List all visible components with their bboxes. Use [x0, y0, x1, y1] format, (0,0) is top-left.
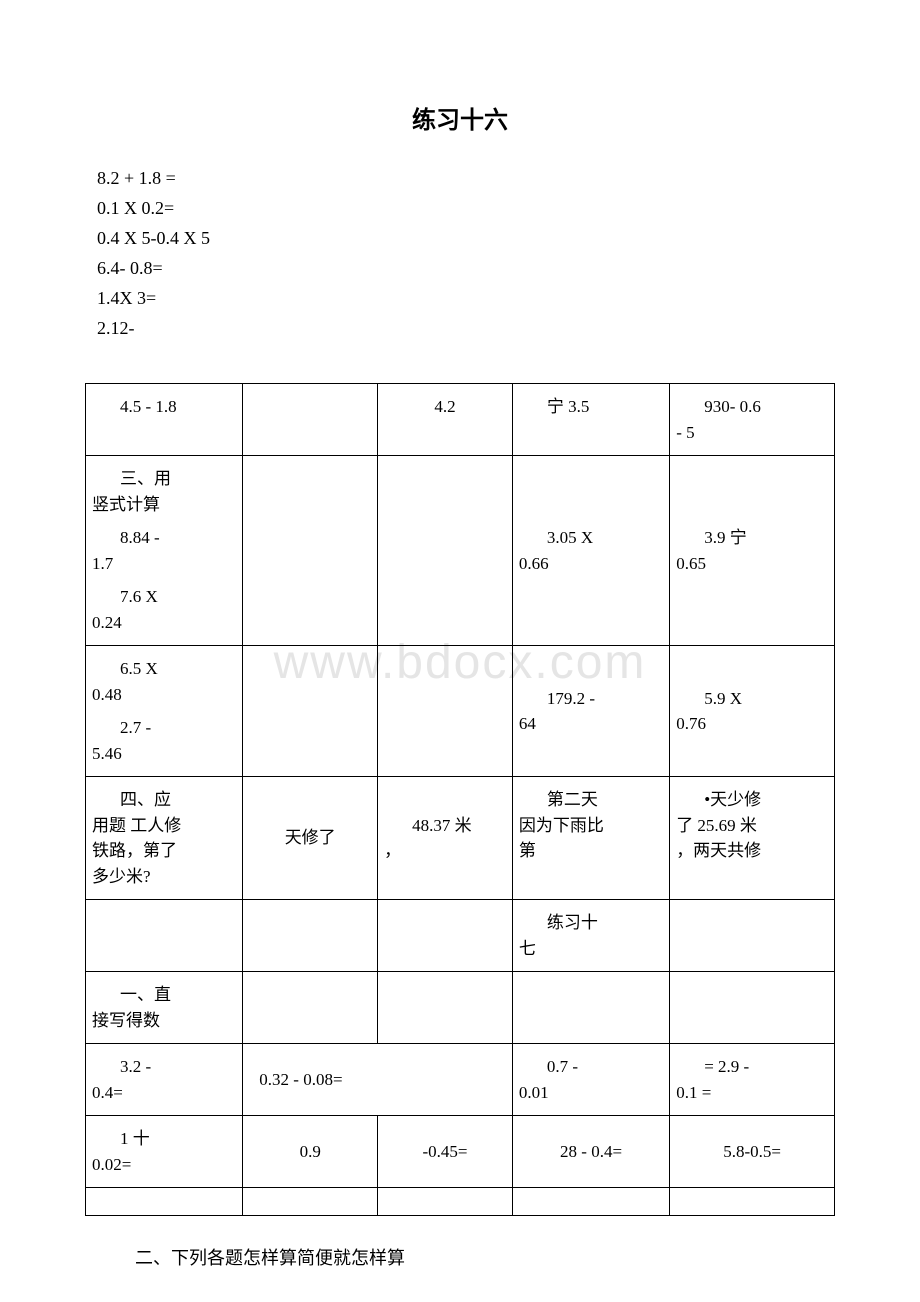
table-cell: 5.8-0.5=: [670, 1116, 835, 1188]
table-cell: [512, 972, 669, 1044]
table-cell: 0.7 - 0.01: [512, 1044, 669, 1116]
table-cell: [243, 972, 378, 1044]
table-cell: 宁 3.5: [512, 384, 669, 456]
table-cell: [243, 456, 378, 646]
table-cell: 0.9: [243, 1116, 378, 1188]
table-cell: 3.9 宁 0.65: [670, 456, 835, 646]
table-cell: [670, 900, 835, 972]
table-cell: [243, 900, 378, 972]
table-cell: 四、应 用题 工人修 铁路，第了 多少米?: [86, 777, 243, 900]
table-cell: [243, 384, 378, 456]
exercise-table: 4.5 - 1.8 4.2 宁 3.5 930- 0.6- 5 三、用 竖式计算…: [85, 383, 835, 1216]
table-cell: 3.05 X 0.66: [512, 456, 669, 646]
table-cell: 4.2: [378, 384, 513, 456]
table-cell: 一、直 接写得数: [86, 972, 243, 1044]
table-cell: 4.5 - 1.8: [86, 384, 243, 456]
table-cell: 0.32 - 0.08=: [243, 1044, 513, 1116]
table-cell: [378, 972, 513, 1044]
table-cell: -0.45=: [378, 1116, 513, 1188]
table-cell: 练习十 七: [512, 900, 669, 972]
table-cell: 第二天 因为下雨比 第: [512, 777, 669, 900]
section-heading: 二、下列各题怎样算简便就怎样算: [135, 1244, 835, 1270]
table-cell: [378, 900, 513, 972]
equation-line: 2.12-: [97, 313, 835, 343]
table-cell: [86, 900, 243, 972]
equation-line: 6.4- 0.8=: [97, 253, 835, 283]
table-cell: 48.37 米 ，: [378, 777, 513, 900]
table-cell: [243, 1188, 378, 1216]
table-cell: 三、用 竖式计算 8.84 - 1.7 7.6 X 0.24: [86, 456, 243, 646]
table-cell: [670, 972, 835, 1044]
table-cell: 5.9 X 0.76: [670, 646, 835, 777]
table-cell: [512, 1188, 669, 1216]
table-cell: [378, 646, 513, 777]
table-cell: [378, 456, 513, 646]
equation-line: 0.4 X 5-0.4 X 5: [97, 223, 835, 253]
table-cell: 1 十 0.02=: [86, 1116, 243, 1188]
table-cell: 179.2 - 64: [512, 646, 669, 777]
table-cell: [670, 1188, 835, 1216]
table-cell: [378, 1188, 513, 1216]
table-cell: •天少修 了 25.69 米 ，两天共修: [670, 777, 835, 900]
table-cell: [243, 646, 378, 777]
table-cell: 天修了: [243, 777, 378, 900]
table-cell: 28 - 0.4=: [512, 1116, 669, 1188]
table-cell: [86, 1188, 243, 1216]
equation-line: 8.2 + 1.8 =: [97, 163, 835, 193]
page-title: 练习十六: [85, 100, 835, 135]
equation-line: 1.4X 3=: [97, 283, 835, 313]
equations-list: 8.2 + 1.8 = 0.1 X 0.2= 0.4 X 5-0.4 X 5 6…: [97, 163, 835, 343]
table-cell: 930- 0.6- 5: [670, 384, 835, 456]
table-cell: 6.5 X 0.48 2.7 - 5.46: [86, 646, 243, 777]
equation-line: 0.1 X 0.2=: [97, 193, 835, 223]
table-cell: 3.2 - 0.4=: [86, 1044, 243, 1116]
table-cell: = 2.9 - 0.1 =: [670, 1044, 835, 1116]
